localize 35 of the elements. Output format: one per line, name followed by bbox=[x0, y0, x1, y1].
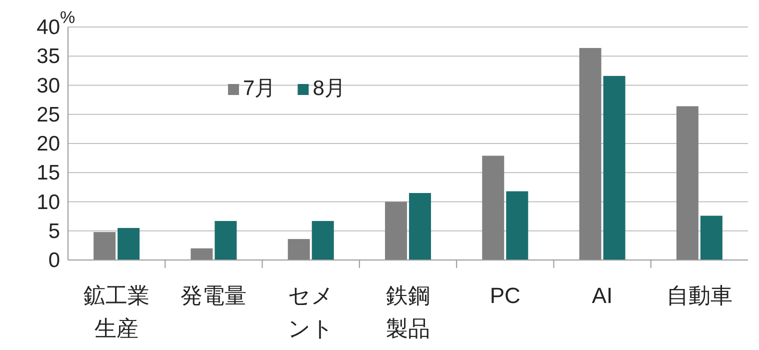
y-axis-title: % bbox=[60, 8, 76, 27]
legend-label: 7月 bbox=[243, 77, 276, 100]
legend-item: 7月 bbox=[228, 77, 276, 100]
x-tick-label: 自動車 bbox=[666, 283, 732, 308]
x-tick-label: セメント bbox=[288, 283, 334, 341]
y-tick-label: 30 bbox=[36, 74, 60, 98]
y-tick-label: 5 bbox=[48, 220, 60, 243]
bar bbox=[409, 193, 431, 260]
y-tick-label: 20 bbox=[36, 132, 60, 156]
x-tick-label: 鉱工業生産 bbox=[84, 283, 150, 341]
legend-label: 8月 bbox=[312, 77, 346, 100]
bar bbox=[579, 48, 602, 260]
bar bbox=[676, 106, 698, 260]
bar bbox=[385, 202, 407, 260]
legend-item: 8月 bbox=[298, 77, 346, 100]
bar bbox=[700, 216, 722, 260]
x-tick-label: PC bbox=[490, 283, 521, 308]
bar bbox=[482, 156, 504, 260]
y-tick-label: 35 bbox=[36, 45, 60, 68]
y-tick-label: 15 bbox=[36, 162, 60, 185]
bar bbox=[214, 220, 237, 260]
x-tick-label: 鉄鋼製品 bbox=[386, 283, 430, 341]
y-tick-label: 0 bbox=[48, 249, 60, 272]
bar bbox=[506, 191, 528, 260]
y-tick-label: 25 bbox=[36, 103, 60, 126]
bar bbox=[94, 232, 116, 260]
bar bbox=[190, 248, 213, 260]
x-tick-label: AI bbox=[592, 283, 613, 308]
x-tick-label: 発電量 bbox=[180, 283, 247, 308]
y-tick-label: 40 bbox=[36, 16, 60, 39]
bar bbox=[603, 76, 626, 260]
bar bbox=[288, 239, 310, 260]
y-tick-label: 10 bbox=[36, 190, 60, 214]
bar bbox=[312, 220, 334, 260]
bar bbox=[118, 228, 140, 260]
